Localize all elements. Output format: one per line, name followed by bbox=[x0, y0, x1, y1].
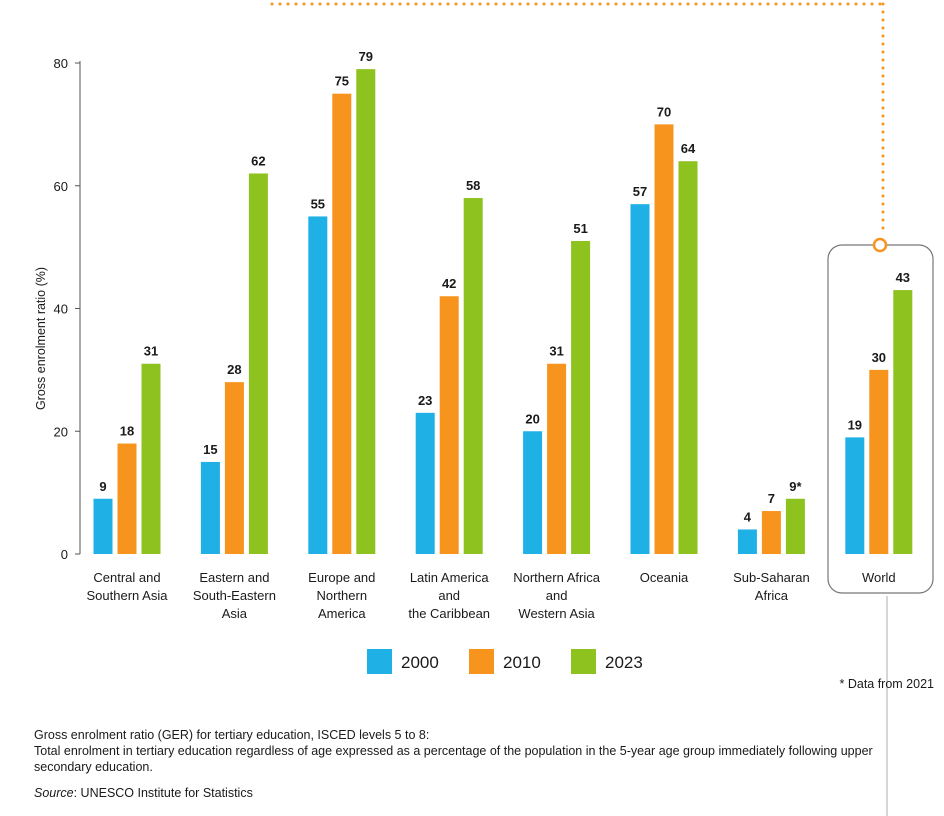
legend-swatch-2023 bbox=[571, 649, 596, 674]
y-axis-title: Gross enrolment ratio (%) bbox=[34, 267, 48, 410]
category-label-line: Eastern and bbox=[199, 570, 269, 585]
data-label-2000: 55 bbox=[311, 196, 325, 211]
bar-2023 bbox=[463, 198, 483, 554]
category-label-line: Latin America bbox=[410, 570, 490, 585]
bar-2010 bbox=[869, 369, 889, 554]
bar-2000 bbox=[308, 216, 328, 554]
bar-2023 bbox=[678, 161, 698, 554]
bar-2023 bbox=[141, 363, 161, 554]
bar-2023 bbox=[356, 69, 376, 554]
category-label: Eastern and South-Eastern Asia bbox=[193, 570, 276, 621]
data-label-2000: 19 bbox=[848, 417, 862, 432]
data-label-2023: 62 bbox=[251, 153, 265, 168]
data-label-2023: 79 bbox=[359, 49, 373, 64]
data-label-2010: 7 bbox=[768, 491, 775, 506]
bar-2000 bbox=[93, 498, 113, 554]
category-label-line: Oceania bbox=[640, 570, 689, 585]
y-tick-label: 60 bbox=[54, 179, 68, 194]
legend-swatch-2000 bbox=[367, 649, 392, 674]
data-label-2010: 18 bbox=[120, 424, 134, 439]
data-label-2000: 57 bbox=[633, 184, 647, 199]
bar-2000 bbox=[200, 461, 220, 554]
category-label-line: World bbox=[862, 570, 896, 585]
category-label-line: Southern Asia bbox=[87, 588, 169, 603]
data-label-2023: 9* bbox=[789, 479, 802, 494]
bar-2010 bbox=[761, 511, 781, 554]
category-label-line: the Caribbean bbox=[408, 606, 490, 621]
category-label-line: and bbox=[438, 588, 460, 603]
legend-label-2023: 2023 bbox=[605, 653, 643, 672]
source-note: Source: UNESCO Institute for Statistics bbox=[34, 785, 253, 801]
data-label-2023: 31 bbox=[144, 344, 158, 359]
bar-2000 bbox=[845, 437, 865, 554]
y-tick-label: 0 bbox=[61, 547, 68, 562]
category-label-line: and bbox=[546, 588, 568, 603]
category-label: World bbox=[862, 570, 896, 585]
bar-2023 bbox=[785, 498, 805, 554]
bar-2010 bbox=[547, 363, 567, 554]
data-label-2010: 75 bbox=[335, 74, 349, 89]
bar-2023 bbox=[571, 240, 591, 555]
category-label-line: Europe and bbox=[308, 570, 375, 585]
bar-2010 bbox=[117, 443, 137, 554]
data-label-2010: 70 bbox=[657, 104, 671, 119]
bar-2010 bbox=[439, 296, 459, 554]
footnote-data-year: * Data from 2021 bbox=[839, 677, 935, 691]
legend-label-2000: 2000 bbox=[401, 653, 439, 672]
data-label-2000: 4 bbox=[744, 509, 752, 524]
source-text: : UNESCO Institute for Statistics bbox=[73, 786, 253, 800]
bar-2000 bbox=[415, 412, 435, 554]
category-label: Northern Africa and Western Asia bbox=[513, 570, 600, 621]
data-label-2023: 43 bbox=[896, 270, 910, 285]
bar-2000 bbox=[737, 529, 757, 554]
legend-swatch-2010 bbox=[469, 649, 494, 674]
category-label-line: Africa bbox=[755, 588, 789, 603]
category-label-line: Asia bbox=[222, 606, 248, 621]
legend-label-2010: 2010 bbox=[503, 653, 541, 672]
category-label: Latin America and the Caribbean bbox=[408, 570, 490, 621]
data-label-2010: 31 bbox=[549, 344, 563, 359]
connector-circle-marker bbox=[872, 237, 888, 253]
data-label-2010: 28 bbox=[227, 362, 241, 377]
y-tick-label: 20 bbox=[54, 424, 68, 439]
data-label-2000: 9 bbox=[99, 479, 106, 494]
bar-2000 bbox=[523, 431, 543, 554]
category-label: Sub-Saharan Africa bbox=[733, 570, 810, 603]
definition-title: Gross enrolment ratio (GER) for tertiary… bbox=[34, 728, 430, 742]
bar-2010 bbox=[332, 93, 352, 554]
bar-2010 bbox=[224, 382, 244, 554]
source-label: Source bbox=[34, 786, 74, 800]
y-tick-label: 80 bbox=[54, 56, 68, 71]
data-label-2010: 30 bbox=[872, 350, 886, 365]
category-label-line: Sub-Saharan bbox=[733, 570, 810, 585]
definition-body: Total enrolment in tertiary education re… bbox=[34, 744, 873, 774]
category-label: Oceania bbox=[640, 570, 689, 585]
bar-2023 bbox=[248, 173, 268, 554]
data-label-2000: 20 bbox=[525, 411, 539, 426]
data-label-2023: 58 bbox=[466, 178, 480, 193]
category-label-line: Northern Africa bbox=[513, 570, 600, 585]
data-label-2000: 15 bbox=[203, 442, 217, 457]
category-label: Central and Southern Asia bbox=[87, 570, 169, 603]
y-tick-label: 40 bbox=[54, 302, 68, 317]
category-label: Europe and Northern America bbox=[308, 570, 375, 621]
category-label-line: Central and bbox=[93, 570, 160, 585]
data-label-2010: 42 bbox=[442, 276, 456, 291]
category-label-line: Western Asia bbox=[518, 606, 595, 621]
bar-2023 bbox=[893, 290, 913, 554]
data-label-2000: 23 bbox=[418, 393, 432, 408]
bar-2010 bbox=[654, 124, 674, 554]
category-label-line: South-Eastern bbox=[193, 588, 276, 603]
category-label-line: Northern bbox=[317, 588, 368, 603]
data-label-2023: 51 bbox=[573, 221, 587, 236]
category-label-line: America bbox=[318, 606, 366, 621]
data-label-2023: 64 bbox=[681, 141, 696, 156]
bar-2000 bbox=[630, 204, 650, 554]
